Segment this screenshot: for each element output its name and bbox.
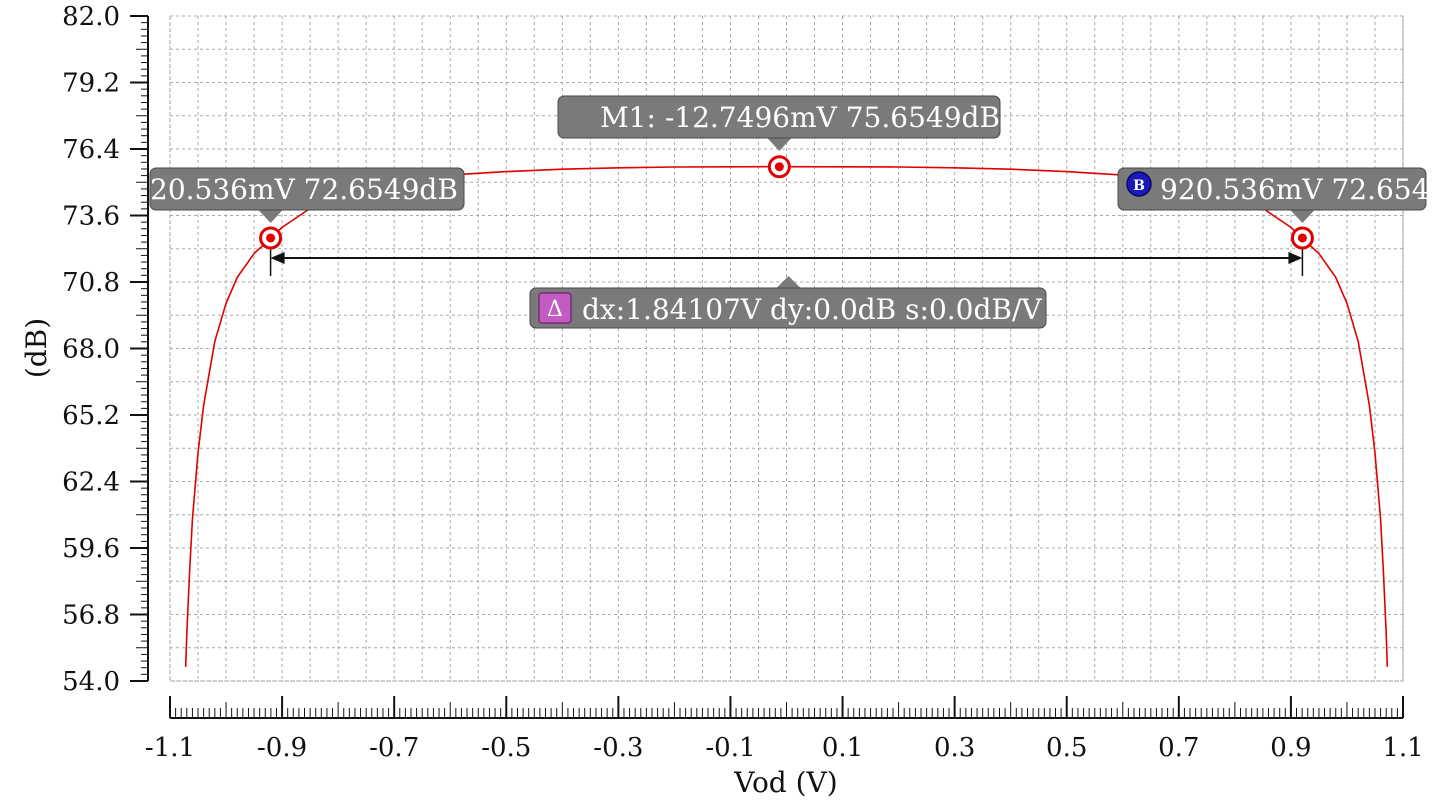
- marker-bubble: [149, 167, 465, 211]
- marker-dot: [1297, 233, 1307, 243]
- x-tick-label: -0.5: [481, 733, 531, 763]
- x-axis-title: Vod (V): [733, 766, 837, 799]
- axes: 54.0 56.8 59.6 62.4 65.2 68.0 70.8 73.6 76.4 79.2…: [62, 2, 1424, 763]
- delta-bubble-pointer: [776, 276, 801, 288]
- delta-layer: [269, 237, 1304, 276]
- x-tick-label: 0.5: [1046, 733, 1087, 763]
- y-tick-label: 76.4: [62, 135, 120, 165]
- x-tick-label: 0.9: [1270, 733, 1311, 763]
- y-tick-label: 82.0: [62, 2, 120, 32]
- markers-layer: [259, 155, 1314, 250]
- marker-label: 20.536mV 72.6549dB: [150, 173, 458, 206]
- x-tick-label: 0.7: [1158, 733, 1199, 763]
- delta-label: dx:1.84107V dy:0.0dB s:0.0dB/V: [582, 293, 1042, 326]
- y-tick-label: 70.8: [62, 268, 120, 298]
- y-tick-label: 65.2: [62, 401, 120, 431]
- x-tick-label: 1.1: [1382, 733, 1423, 763]
- delta-arrow-head-left: [270, 251, 285, 264]
- marker-dot: [266, 233, 276, 243]
- delta-badge: [538, 292, 572, 324]
- y-tick-label: 56.8: [62, 601, 120, 631]
- marker-bubble: [1117, 167, 1427, 211]
- marker-dot: [774, 162, 784, 172]
- x-tick-label: -0.1: [705, 733, 755, 763]
- x-tick-label: 0.3: [934, 733, 975, 763]
- delta-arrow-head-right: [1288, 251, 1303, 264]
- marker-bubble: [557, 95, 1001, 139]
- x-tick-label: 0.1: [822, 733, 863, 763]
- delta-badge-icon: Δ: [547, 297, 563, 322]
- y-tick-label: 73.6: [62, 202, 120, 232]
- x-tick-label: -0.9: [257, 733, 307, 763]
- y-tick-label: 62.4: [62, 468, 120, 498]
- x-tick-label: -0.7: [369, 733, 419, 763]
- y-tick-label: 79.2: [62, 69, 120, 99]
- y-tick-label: 59.6: [62, 534, 120, 564]
- x-tick-label: -1.1: [145, 733, 195, 763]
- marker-badge: [1126, 171, 1152, 197]
- y-axis-title: (dB): [20, 318, 53, 378]
- x-tick-label: -0.3: [593, 733, 643, 763]
- marker-label: M1: -12.7496mV 75.6549dB: [600, 101, 1000, 134]
- marker-bubble-pointer: [1289, 209, 1316, 223]
- y-tick-label: 68.0: [62, 335, 120, 365]
- y-tick-label: 54.0: [62, 667, 120, 697]
- marker-label: 920.536mV 72.654: [1160, 173, 1429, 206]
- delta-bubble: [529, 287, 1047, 329]
- marker-badge-letter: B: [1133, 178, 1145, 194]
- marker-bubble-pointer: [257, 209, 284, 223]
- marker-bubble-pointer: [766, 137, 793, 151]
